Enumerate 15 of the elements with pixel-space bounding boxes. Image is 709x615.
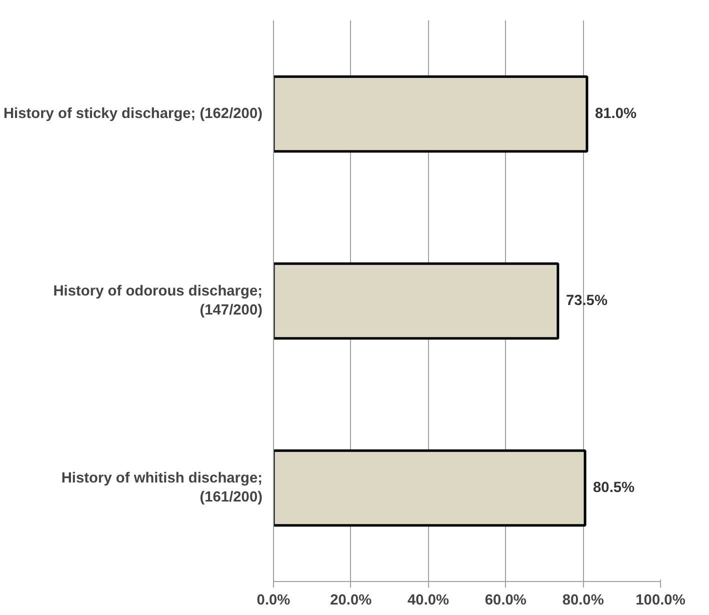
data-label: 80.5%	[593, 480, 635, 496]
bar	[274, 262, 560, 340]
bar	[274, 75, 588, 153]
x-tick-label: 60.0%	[484, 592, 526, 608]
bar	[274, 449, 586, 527]
y-tick-label: History of sticky discharge; (162/200)	[3, 106, 263, 122]
x-tick-label: 80.0%	[562, 592, 604, 608]
x-tick-label: 20.0%	[330, 592, 372, 608]
y-tick-label: History of odorous discharge; (147/200)	[53, 283, 263, 319]
data-label: 81.0%	[594, 106, 637, 122]
y-tick-label: History of whitish discharge; (161/200)	[61, 470, 263, 506]
x-tick-label: 100.0%	[636, 592, 686, 608]
x-tick-label: 0.0%	[256, 592, 290, 608]
x-tick-label: 40.0%	[408, 592, 450, 608]
data-label: 73.5%	[566, 293, 608, 309]
